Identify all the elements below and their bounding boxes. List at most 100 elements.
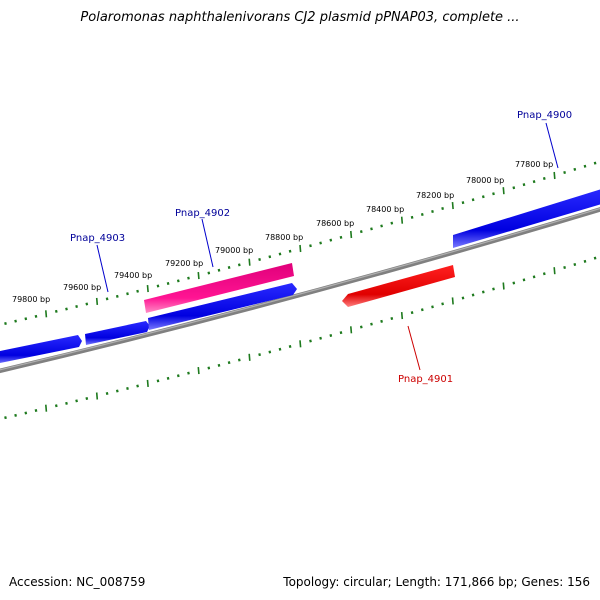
ruler-minor-tick bbox=[441, 207, 444, 211]
ruler-minor-tick bbox=[471, 198, 475, 202]
ruler-minor-tick bbox=[492, 287, 495, 291]
callout-pnap-4900 bbox=[545, 122, 559, 169]
gene-pnap-4901[interactable] bbox=[342, 265, 455, 307]
gene-pnap-4900[interactable] bbox=[453, 188, 600, 248]
ruler-minor-tick bbox=[268, 255, 272, 259]
ruler-minor-tick bbox=[187, 276, 190, 280]
ruler-minor-tick bbox=[227, 266, 231, 270]
outer-ruler bbox=[4, 161, 597, 326]
ruler-minor-tick bbox=[461, 201, 465, 205]
ruler-minor-tick bbox=[573, 262, 577, 266]
ruler-minor-tick bbox=[359, 325, 363, 329]
ruler-major-tick bbox=[553, 171, 556, 180]
ruler-minor-tick bbox=[54, 309, 58, 313]
ruler-major-tick bbox=[451, 202, 454, 210]
ruler-minor-tick bbox=[115, 389, 119, 393]
ruler-major-tick bbox=[502, 282, 505, 290]
ruler-minor-tick bbox=[237, 358, 241, 362]
ruler-minor-tick bbox=[481, 290, 485, 294]
gene-pnap-4902[interactable] bbox=[148, 283, 297, 330]
ruler-minor-tick bbox=[441, 302, 444, 306]
gene-highlight[interactable] bbox=[144, 263, 294, 313]
ruler-major-tick bbox=[248, 258, 251, 266]
ruler-minor-tick bbox=[390, 221, 394, 225]
ruler-minor-tick bbox=[34, 314, 38, 318]
ruler-minor-tick bbox=[156, 379, 160, 383]
ruler-major-tick bbox=[45, 310, 48, 318]
ruler-label: 78000 bp bbox=[466, 176, 504, 185]
ruler-major-tick bbox=[451, 297, 454, 305]
gene-label-pnap-4902[interactable]: Pnap_4902 bbox=[175, 208, 230, 219]
ruler-minor-tick bbox=[258, 257, 261, 261]
ruler-major-tick bbox=[197, 367, 200, 375]
ruler-minor-tick bbox=[410, 215, 414, 219]
ruler-minor-tick bbox=[380, 319, 383, 323]
ruler-major-tick bbox=[299, 340, 302, 348]
ruler-major-tick bbox=[502, 187, 505, 195]
ruler-minor-tick bbox=[532, 275, 536, 279]
ruler-major-tick bbox=[400, 312, 404, 320]
ruler-minor-tick bbox=[288, 344, 292, 348]
gene-label-pnap-4903[interactable]: Pnap_4903 bbox=[70, 233, 125, 244]
ruler-major-tick bbox=[95, 297, 99, 305]
ruler-minor-tick bbox=[136, 384, 139, 388]
ruler-major-tick bbox=[45, 404, 48, 412]
ruler-minor-tick bbox=[593, 161, 597, 165]
ruler-minor-tick bbox=[410, 311, 414, 315]
ruler-major-tick bbox=[95, 392, 99, 400]
ruler-label: 78600 bp bbox=[316, 219, 354, 228]
ruler-minor-tick bbox=[431, 210, 434, 214]
ruler-minor-tick bbox=[512, 186, 516, 190]
ruler-minor-tick bbox=[593, 256, 597, 260]
ruler-minor-tick bbox=[481, 195, 485, 199]
ruler-minor-tick bbox=[207, 366, 211, 370]
ruler-minor-tick bbox=[237, 263, 241, 267]
ruler-label: 79200 bp bbox=[165, 259, 203, 268]
ruler-minor-tick bbox=[512, 281, 516, 285]
ruler-minor-tick bbox=[75, 399, 78, 403]
ruler-minor-tick bbox=[522, 278, 526, 282]
ruler-minor-tick bbox=[258, 353, 261, 357]
ruler-major-tick bbox=[400, 216, 404, 224]
ruler-minor-tick bbox=[156, 284, 160, 288]
callout-pnap-4901 bbox=[407, 325, 421, 371]
ruler-label: 78400 bp bbox=[366, 205, 404, 214]
ruler-minor-tick bbox=[217, 363, 221, 367]
ruler-minor-tick bbox=[370, 227, 373, 231]
ruler-minor-tick bbox=[34, 409, 38, 413]
ruler-minor-tick bbox=[563, 170, 566, 174]
callout-pnap-4902 bbox=[201, 218, 214, 268]
ruler-minor-tick bbox=[309, 244, 312, 248]
ruler-minor-tick bbox=[85, 302, 89, 306]
ruler-minor-tick bbox=[166, 376, 170, 380]
ruler-minor-tick bbox=[563, 266, 566, 270]
ruler-minor-tick bbox=[4, 322, 7, 326]
ruler-minor-tick bbox=[105, 297, 109, 301]
ruler-minor-tick bbox=[166, 281, 170, 285]
ruler-minor-tick bbox=[583, 164, 587, 168]
ruler-minor-tick bbox=[390, 316, 394, 320]
gene-forward-left[interactable] bbox=[0, 335, 82, 364]
ruler-minor-tick bbox=[288, 249, 292, 253]
gene-label-pnap-4900[interactable]: Pnap_4900 bbox=[517, 110, 572, 121]
ruler-minor-tick bbox=[115, 294, 119, 298]
ruler-minor-tick bbox=[492, 192, 495, 196]
ruler-minor-tick bbox=[207, 271, 211, 275]
ruler-minor-tick bbox=[187, 371, 190, 375]
ruler-minor-tick bbox=[359, 230, 363, 234]
plasmid-backbone bbox=[0, 207, 600, 374]
ruler-minor-tick bbox=[278, 252, 282, 256]
ruler-minor-tick bbox=[126, 386, 129, 390]
ruler-minor-tick bbox=[65, 307, 68, 311]
ruler-minor-tick bbox=[370, 322, 373, 326]
ruler-minor-tick bbox=[420, 212, 424, 216]
ruler-minor-tick bbox=[105, 391, 109, 395]
ruler-minor-tick bbox=[217, 268, 221, 272]
gene-pnap-4903[interactable] bbox=[85, 321, 150, 345]
topology-summary: Topology: circular; Length: 171,866 bp; … bbox=[283, 575, 590, 589]
ruler-minor-tick bbox=[471, 293, 475, 297]
ruler-minor-tick bbox=[329, 238, 333, 242]
ruler-minor-tick bbox=[136, 289, 139, 293]
gene-label-pnap-4901[interactable]: Pnap_4901 bbox=[398, 374, 453, 385]
